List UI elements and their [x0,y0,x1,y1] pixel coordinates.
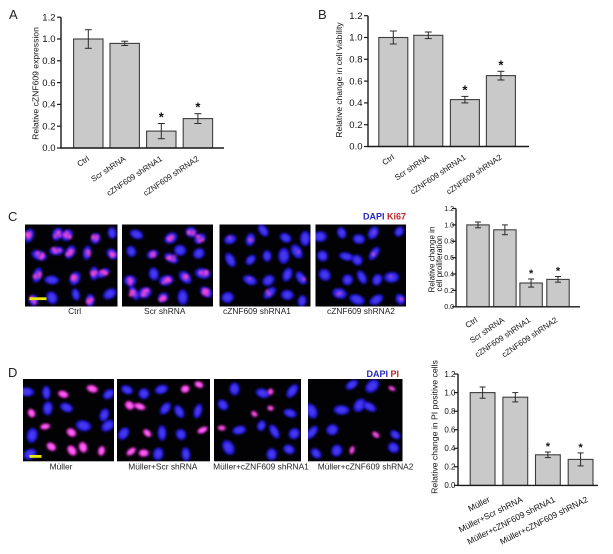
svg-text:0.8: 0.8 [349,55,362,66]
svg-text:Scr shRNA: Scr shRNA [144,306,186,316]
svg-text:0.0: 0.0 [42,143,55,154]
svg-text:DAPI Ki67: DAPI Ki67 [363,212,406,222]
svg-text:1.2: 1.2 [444,370,456,379]
svg-text:*: * [498,57,504,72]
svg-text:0.4: 0.4 [444,444,456,453]
svg-text:0.8: 0.8 [42,56,55,67]
svg-text:Müller+cZNF609 shRNA1: Müller+cZNF609 shRNA1 [213,461,309,471]
svg-text:0.2: 0.2 [444,288,454,295]
svg-text:*: * [529,268,534,280]
svg-text:Müller: Müller [50,461,73,471]
svg-text:*: * [546,441,551,453]
svg-text:0.6: 0.6 [444,255,454,262]
svg-text:Relative change in: Relative change in [428,227,437,293]
svg-text:cZNF609 shRNA2: cZNF609 shRNA2 [327,306,395,316]
svg-text:0.0: 0.0 [349,142,362,153]
svg-text:0.2: 0.2 [349,120,362,131]
svg-text:Relative change in PI positive: Relative change in PI positive cells [430,359,440,493]
svg-text:1.0: 1.0 [349,33,362,44]
svg-text:D: D [8,365,17,380]
svg-text:0.6: 0.6 [42,78,55,89]
svg-text:C: C [8,209,17,224]
svg-text:Müller+Scr shRNA: Müller+Scr shRNA [128,461,198,471]
svg-text:1.0: 1.0 [444,222,454,229]
svg-text:DAPI PI: DAPI PI [366,369,399,379]
svg-text:*: * [159,110,165,125]
svg-text:1.0: 1.0 [42,34,55,45]
svg-text:0.4: 0.4 [444,271,454,278]
svg-text:0.6: 0.6 [349,76,362,87]
svg-text:*: * [462,82,468,97]
svg-text:0.2: 0.2 [444,463,456,472]
svg-text:B: B [318,7,327,22]
svg-text:0.0: 0.0 [444,304,454,311]
svg-text:1.2: 1.2 [349,11,362,22]
svg-text:0.2: 0.2 [42,121,55,132]
svg-text:Relative cZNF609 expression: Relative cZNF609 expression [31,27,41,140]
svg-text:*: * [578,442,583,454]
svg-text:*: * [556,266,561,278]
svg-text:0.4: 0.4 [349,98,362,109]
svg-text:0.8: 0.8 [444,407,456,416]
svg-text:1.0: 1.0 [444,388,456,397]
svg-text:0.6: 0.6 [444,425,456,434]
svg-text:cZNF609 shRNA1: cZNF609 shRNA1 [223,306,291,316]
svg-text:0.8: 0.8 [444,239,454,246]
svg-text:1.2: 1.2 [42,12,55,23]
svg-text:0.4: 0.4 [42,100,55,111]
svg-text:Müller+cZNF609 shRNA2: Müller+cZNF609 shRNA2 [318,461,414,471]
svg-text:0.0: 0.0 [444,481,456,490]
svg-text:1.2: 1.2 [444,206,454,213]
svg-text:Ctrl: Ctrl [68,306,81,316]
svg-text:*: * [195,100,201,115]
svg-text:A: A [9,7,18,22]
svg-text:cell proliferation: cell proliferation [435,235,444,291]
svg-text:Relative change in cell viabil: Relative change in cell viability [334,22,344,138]
